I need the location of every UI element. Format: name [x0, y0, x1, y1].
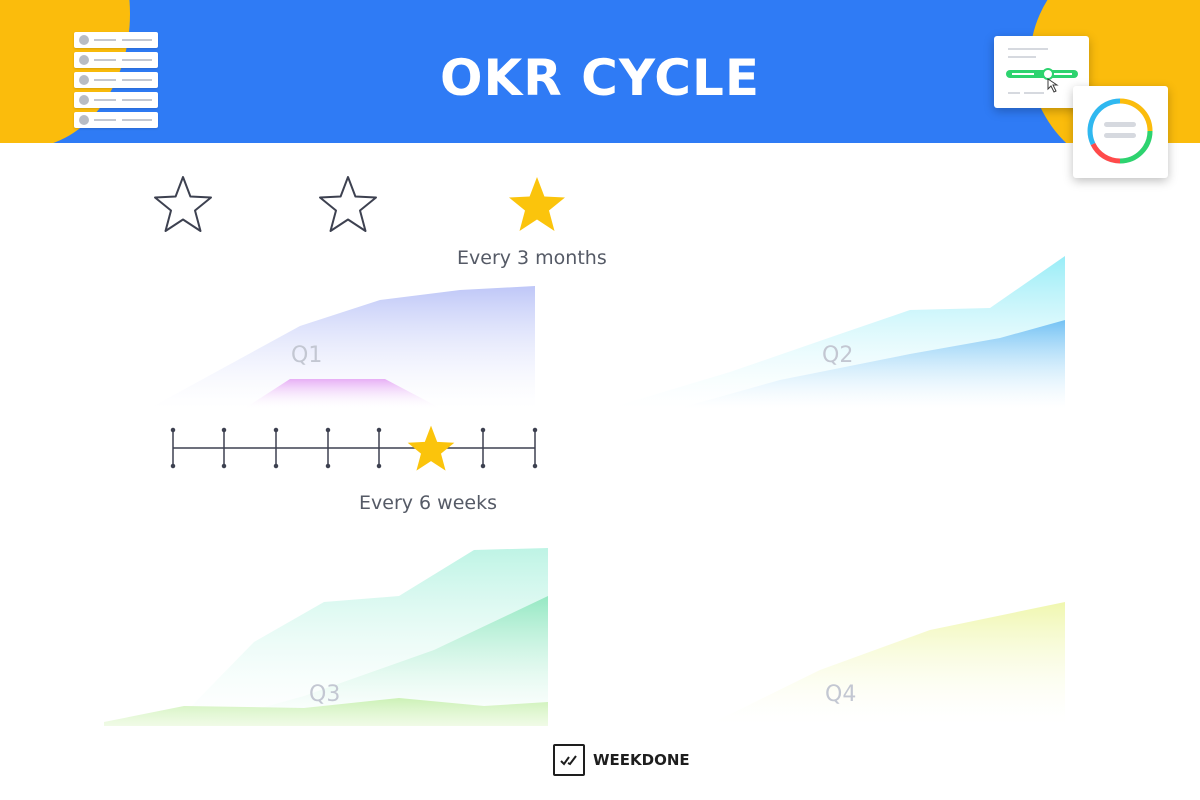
gauge-card-icon	[1073, 86, 1168, 178]
star-filled-icon	[407, 425, 455, 471]
q4-label: Q4	[825, 682, 857, 707]
star-filled-icon	[509, 177, 565, 231]
page-title: OKR CYCLE	[440, 49, 760, 107]
six-week-cadence-label: Every 6 weeks	[359, 492, 497, 514]
q4-area	[710, 602, 1065, 724]
q1-area	[150, 286, 535, 408]
q2-label: Q2	[822, 343, 854, 368]
q3-label: Q3	[309, 682, 341, 707]
q3-area	[104, 548, 548, 726]
star-outline-icon	[319, 176, 377, 232]
quarterly-cadence-label: Every 3 months	[457, 247, 607, 269]
checkmarks-icon	[553, 744, 585, 776]
brand-name: WEEKDONE	[593, 751, 690, 769]
q1-label: Q1	[291, 343, 323, 368]
list-icon	[74, 30, 160, 130]
six-week-timeline	[170, 427, 538, 469]
q2-area	[610, 256, 1065, 408]
star-outline-icon	[154, 176, 212, 232]
